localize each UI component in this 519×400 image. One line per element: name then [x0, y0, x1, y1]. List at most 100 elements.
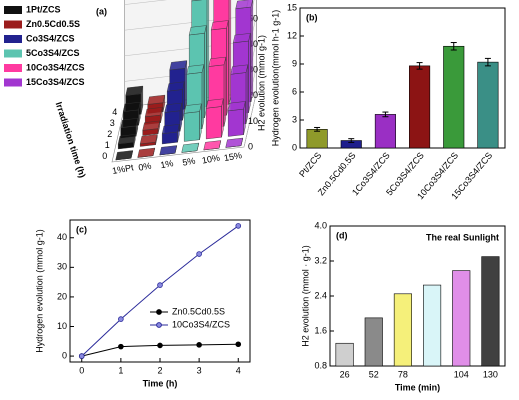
x-tick-label: 0% [138, 161, 153, 173]
bar [443, 45, 465, 149]
bar-top [203, 140, 222, 151]
bar [139, 134, 158, 147]
legend-label: 5Co3S4/ZCS [26, 48, 80, 58]
panel-label: (c) [76, 224, 87, 234]
bar [159, 145, 178, 156]
point [235, 341, 242, 348]
bar-top [208, 56, 227, 67]
x-tick-label: 3 [197, 365, 202, 375]
bar-top [232, 33, 251, 44]
bar [374, 114, 396, 149]
bar-top [235, 0, 253, 9]
bar-top [137, 147, 156, 158]
bar [205, 98, 224, 140]
panel-label: (b) [306, 12, 318, 22]
legend-swatch [4, 64, 22, 72]
bar [137, 147, 156, 158]
bar-side [248, 33, 251, 113]
bar-top [159, 145, 178, 156]
bar-side [226, 20, 229, 116]
bar-top [120, 118, 139, 128]
bar-top [125, 85, 144, 96]
bar-side [201, 64, 205, 129]
bar-top [186, 64, 205, 75]
panel-label: (d) [336, 230, 348, 240]
bar-front [205, 106, 222, 140]
panel: 0 3 6 9 12 15 Hydrogen evolution(mmol h-1 g-1)… [270, 2, 506, 201]
bar-top [147, 94, 166, 105]
bar [117, 134, 136, 150]
y-axis-label: Hydrogen evolution(mmol h-1 g-1) [270, 10, 280, 147]
x-tick-label: 0 [79, 365, 84, 375]
x-tick-label: 1 [118, 365, 123, 375]
bar-front [161, 131, 178, 145]
point [157, 342, 163, 349]
x-tick-label: 130 [483, 369, 498, 379]
y-tick-label: 3 [292, 114, 297, 124]
bar-side [223, 57, 227, 127]
legend-swatch [4, 49, 22, 58]
point [118, 316, 124, 322]
bar-top [139, 134, 158, 145]
legend-label: 10Co3S4/ZCS [172, 319, 230, 329]
error-bar [484, 57, 491, 67]
legend-label: Co3S4/ZCS [26, 33, 75, 43]
z-tick-label: 20 [248, 90, 258, 100]
x-tick-label: 1% [160, 158, 175, 170]
x-tick-label: 10% [201, 153, 220, 166]
bar [183, 103, 202, 142]
panel-label: (a) [96, 6, 107, 16]
depth-tick-label: 0 [102, 151, 107, 161]
y-tick-label: 6 [292, 86, 297, 96]
bar-top [117, 134, 136, 145]
y-tick-label: 3.2 [314, 255, 327, 265]
bar [452, 270, 471, 367]
bar-top [142, 120, 161, 131]
error-bar [348, 138, 355, 143]
panel: 01020304050H2 evolution (mmol g-1)1%Pt0%… [4, 0, 266, 179]
panel: 0.8 1.6 2.4 3.2 4.0 H2 evolution (mmol · g-1)… [300, 220, 506, 392]
z-tick-label: 10 [248, 116, 258, 126]
bar-top [169, 60, 188, 71]
bar-side [245, 64, 249, 124]
bar [335, 342, 354, 367]
plot-frame [329, 225, 506, 367]
legend-label: 10Co3S4/ZCS [26, 62, 85, 72]
point [196, 251, 202, 257]
y-tick-label: 10 [57, 321, 67, 331]
x-tick-label: 78 [398, 369, 408, 379]
y-axis-label: H2 evolution (mmol · g-1) [300, 245, 310, 347]
bar [227, 101, 246, 137]
x-tick-label: 5% [182, 156, 197, 168]
x-tick-label: 104 [454, 369, 469, 379]
annotation: The real Sunlight [426, 232, 499, 242]
depth-tick-label: 3 [110, 118, 115, 128]
depth-tick-label: 2 [107, 129, 112, 139]
y-tick-label: 20 [57, 291, 67, 301]
bar-top [122, 101, 141, 112]
legend-label: 15Co3S4/ZCS [26, 77, 85, 87]
bar [481, 256, 500, 367]
y-tick-label: 4.0 [314, 220, 327, 230]
y-tick-label: 30 [57, 262, 67, 272]
y-tick-label: 1.6 [314, 325, 327, 335]
z-tick-label: 0 [248, 141, 253, 151]
legend-swatch [4, 35, 22, 43]
legend-marker [156, 309, 162, 315]
legend-swatch [4, 20, 22, 29]
z-axis-label: H2 evolution (mmol g-1) [256, 35, 266, 131]
error-bar [314, 126, 321, 132]
bar [393, 293, 412, 367]
error-bar [382, 111, 389, 118]
bar [306, 129, 328, 149]
point [157, 282, 163, 288]
x-tick-label: 1%Pt [111, 162, 134, 176]
depth-tick-label: 4 [112, 107, 117, 117]
plot-frame [299, 7, 506, 149]
bar-top [161, 124, 180, 134]
bar-top [183, 103, 202, 114]
bar-top [144, 107, 163, 118]
bar [181, 142, 200, 153]
